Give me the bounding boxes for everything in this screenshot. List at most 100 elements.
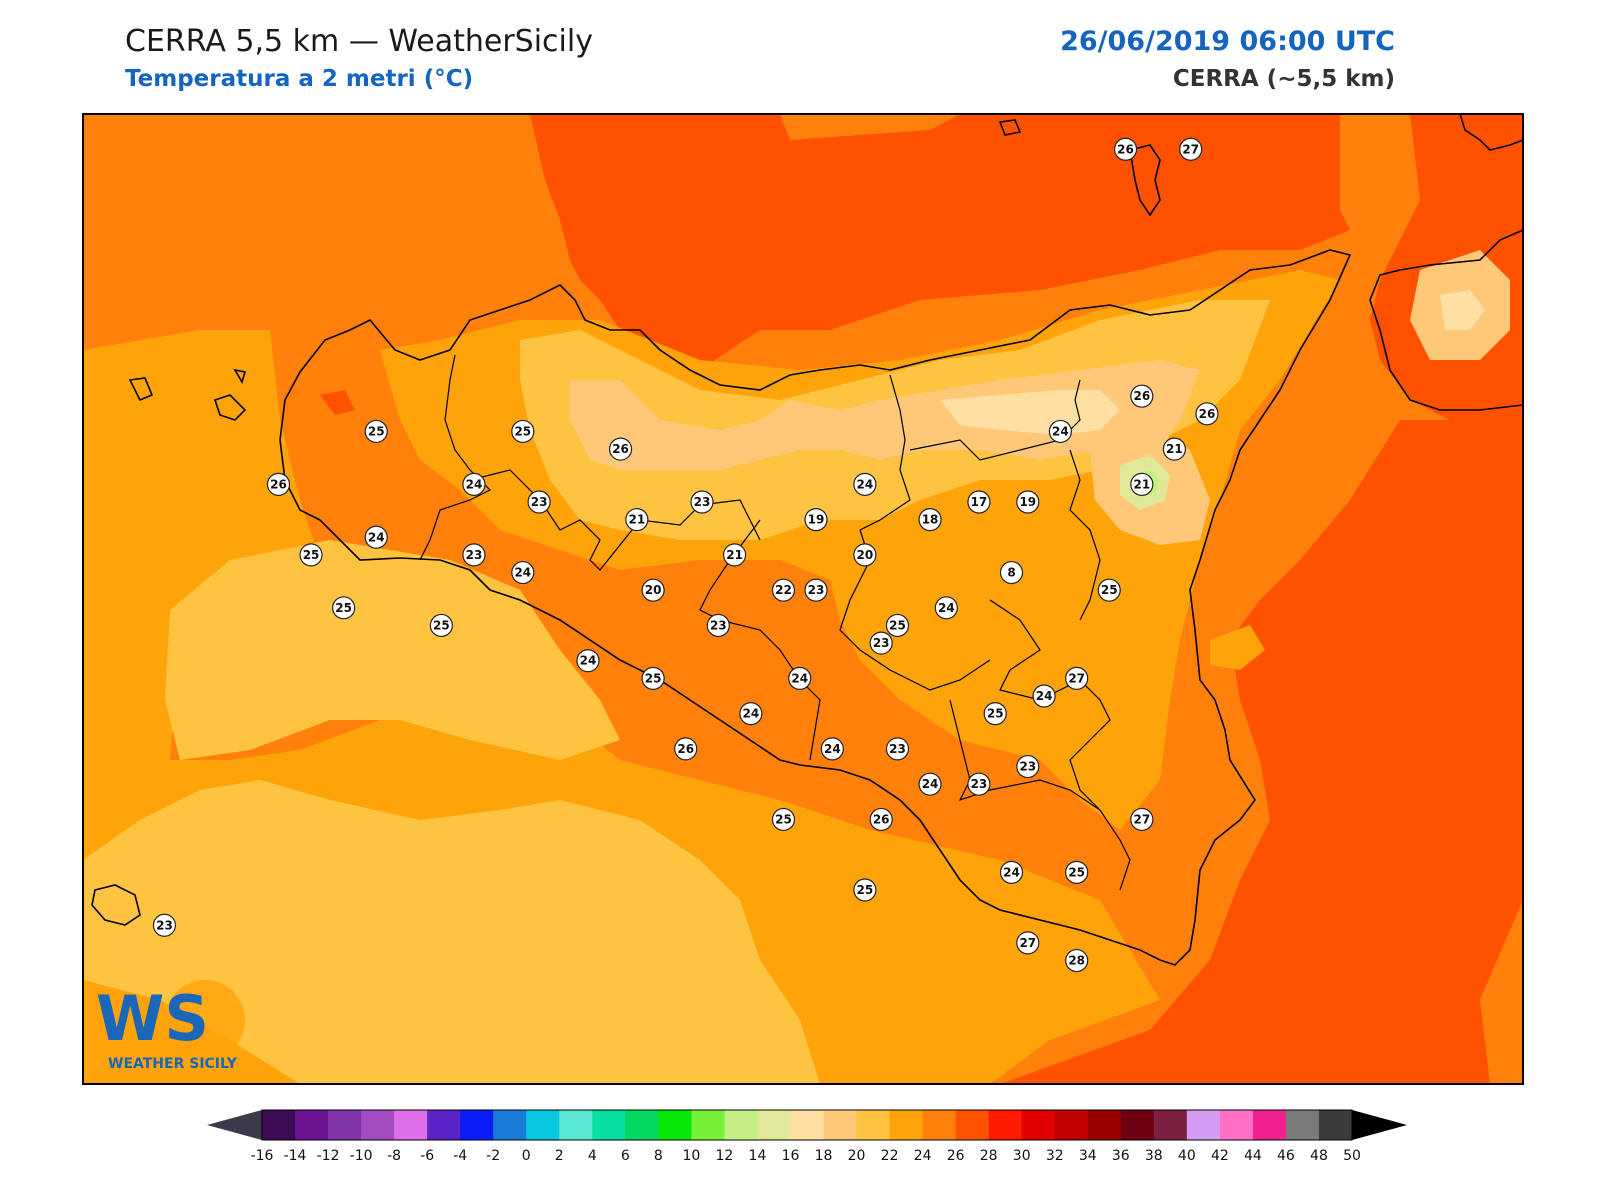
station-marker: 21 <box>625 508 649 532</box>
calabria-coast <box>1459 114 1523 151</box>
station-value: 25 <box>775 812 792 826</box>
station-marker: 27 <box>1016 931 1040 955</box>
colorbar-segment <box>1120 1110 1155 1140</box>
colorbar: -16 -14 -12 -10 -8 -6 -4 -2 0 2 4 6 8 10 12 14 16 18 20 22 2… <box>207 1109 1407 1164</box>
colorbar-segment <box>823 1110 858 1140</box>
temperature-field <box>83 114 1523 1084</box>
station-circle <box>511 419 535 444</box>
station-marker: 8 <box>999 560 1024 585</box>
station-circle <box>722 543 747 567</box>
station-marker: 24 <box>788 666 812 690</box>
map-title: CERRA 5,5 km — WeatherSicily <box>125 24 593 59</box>
station-circle <box>608 437 633 461</box>
colorbar-tick-label: 14 <box>749 1148 767 1164</box>
station-marker: 24 <box>462 472 486 496</box>
station-marker: 26 <box>266 472 291 496</box>
station-marker: 23 <box>1016 754 1040 779</box>
station-marker: 23 <box>690 490 714 514</box>
colorbar-tick-label: 26 <box>947 1148 965 1164</box>
station-marker: 25 <box>429 613 453 638</box>
colorbar-segment <box>592 1110 626 1140</box>
station-marker: 25 <box>299 543 323 567</box>
station-circle <box>869 807 893 832</box>
station-value: 24 <box>580 654 597 668</box>
station-marker: 25 <box>885 613 910 638</box>
station-marker: 22 <box>771 578 796 602</box>
colorbar-segment <box>1021 1110 1056 1140</box>
colorbar-over-arrow <box>1352 1110 1407 1140</box>
colorbar-segment <box>922 1110 957 1140</box>
station-circle <box>804 578 828 602</box>
province-boundaries <box>419 354 1131 891</box>
weather-sicily-logo: WS WEATHER SICILY <box>96 980 245 1072</box>
colorbar-tick-label: -14 <box>284 1148 307 1164</box>
temp-band-26-28-west <box>320 390 355 415</box>
logo-name: WEATHER SICILY <box>108 1056 238 1072</box>
station-value: 8 <box>1007 566 1015 580</box>
station-value: 23 <box>466 548 483 562</box>
colorbar-tick-label: 2 <box>555 1148 564 1164</box>
station-marker: 25 <box>771 807 796 832</box>
temp-band-18-20 <box>570 360 1200 470</box>
station-circle <box>885 737 910 761</box>
station-marker: 24 <box>576 649 600 673</box>
station-circle <box>576 649 600 673</box>
colorbar-tick-label: 42 <box>1211 1148 1229 1164</box>
aeolian-islands <box>998 119 1161 217</box>
station-marker: 21 <box>722 543 747 567</box>
station-marker: 27 <box>1130 807 1154 832</box>
station-marker: 17 <box>967 490 991 514</box>
station-marker: 25 <box>1065 860 1089 884</box>
station-value: 23 <box>694 495 711 509</box>
colorbar-segment <box>394 1110 428 1140</box>
colorbar-segment <box>427 1110 461 1140</box>
colorbar-segment <box>460 1110 494 1140</box>
station-value: 23 <box>710 618 727 632</box>
colorbar-segment <box>658 1110 692 1140</box>
station-marker: 23 <box>462 543 486 567</box>
colorbar-tick-label: -6 <box>420 1148 434 1164</box>
station-marker: 25 <box>1097 578 1121 602</box>
station-marker: 20 <box>641 578 665 602</box>
colorbar-tick-label: 48 <box>1310 1148 1328 1164</box>
station-circle <box>1065 860 1089 884</box>
station-circle <box>266 472 291 496</box>
station-marker: 19 <box>1016 490 1040 514</box>
station-circle <box>739 702 763 726</box>
station-value: 28 <box>1068 954 1085 968</box>
station-circle <box>820 737 844 761</box>
colorbar-tick-label: 50 <box>1343 1148 1361 1164</box>
calabria-coast-south <box>1369 229 1523 411</box>
station-circle <box>299 543 323 567</box>
temp-band-20-22-south <box>83 780 820 1084</box>
station-value: 27 <box>1133 812 1150 826</box>
station-value: 19 <box>1019 495 1036 509</box>
station-value: 23 <box>889 742 906 756</box>
station-marker: 21 <box>1162 437 1187 461</box>
station-circle <box>364 419 388 444</box>
station-value: 24 <box>368 530 385 544</box>
egadi-islands <box>128 368 247 421</box>
boundary-palermo-messina <box>859 374 911 531</box>
station-circle <box>1130 384 1154 408</box>
station-circle <box>706 613 730 638</box>
colorbar-tick-label: 22 <box>881 1148 899 1164</box>
station-circle <box>1195 402 1219 426</box>
colorbar-segment <box>526 1110 560 1140</box>
station-marker: 27 <box>1065 666 1089 690</box>
station-marker: 25 <box>511 419 535 444</box>
colorbar-tick-label: 24 <box>914 1148 932 1164</box>
station-circle <box>1048 419 1072 444</box>
station-value: 24 <box>1052 424 1069 438</box>
station-marker: 26 <box>1113 137 1138 161</box>
station-marker: 26 <box>869 807 893 832</box>
colorbar-segment <box>1252 1110 1287 1140</box>
station-circle <box>869 631 893 655</box>
sicily-coast <box>279 249 1352 966</box>
station-marker: 25 <box>364 419 388 444</box>
station-value: 25 <box>889 618 906 632</box>
colorbar-segment <box>1054 1110 1089 1140</box>
colorbar-tick-label: 8 <box>654 1148 663 1164</box>
station-marker: 24 <box>934 596 958 620</box>
station-value: 24 <box>791 671 808 685</box>
